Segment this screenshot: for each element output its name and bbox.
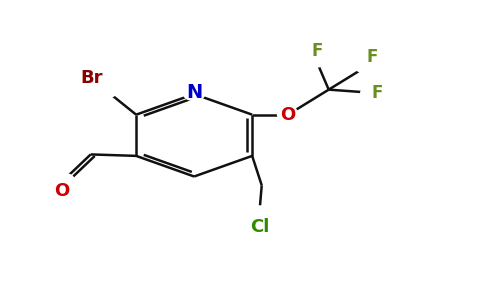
Circle shape [361, 87, 378, 98]
Text: O: O [54, 182, 70, 200]
Circle shape [247, 206, 272, 221]
Text: F: F [372, 84, 383, 102]
Text: F: F [367, 48, 378, 66]
Circle shape [55, 174, 74, 185]
Text: N: N [186, 83, 202, 102]
Circle shape [277, 108, 299, 121]
Text: F: F [311, 42, 322, 60]
Text: O: O [280, 106, 296, 124]
Text: Cl: Cl [250, 218, 269, 236]
Circle shape [308, 56, 325, 67]
Circle shape [91, 81, 119, 98]
Circle shape [356, 62, 373, 73]
Circle shape [183, 88, 205, 100]
Text: Br: Br [80, 69, 103, 87]
